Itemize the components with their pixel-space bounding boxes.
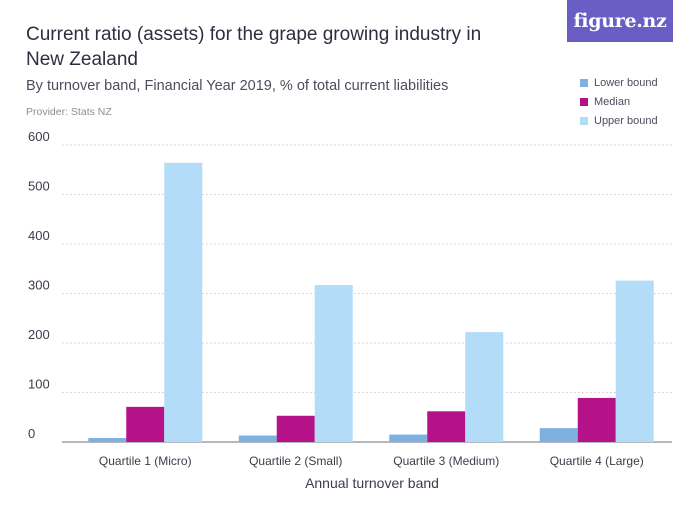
y-tick-label-500: 500 [28,179,50,194]
legend-swatch-upper-bound [580,116,588,125]
legend: Lower bound Median Upper bound [580,73,658,130]
bar-lower-bound-q4 [539,428,578,442]
bar-median-q3 [427,411,466,442]
x-tick-label-q3: Quartile 3 (Medium) [393,454,499,468]
bar-upper-bound-q4 [615,280,654,442]
y-tick-label-300: 300 [28,278,50,293]
legend-item-median: Median [580,92,658,111]
bar-lower-bound-q2 [238,435,277,442]
y-tick-label-100: 100 [28,377,50,392]
bar-median-q1 [126,406,165,442]
bar-upper-bound-q2 [314,285,353,442]
figure-nz-logo[interactable]: figure.nz [567,0,673,42]
legend-swatch-median [580,97,588,106]
legend-label-median: Median [594,95,631,108]
legend-item-upper-bound: Upper bound [580,111,658,130]
bar-median-q2 [276,415,315,442]
bar-lower-bound-q3 [389,434,428,442]
y-tick-label-200: 200 [28,327,50,342]
bar-lower-bound-q1 [88,438,127,442]
chart-title: Current ratio (assets) for the grape gro… [26,24,482,70]
chart-subtitle: By turnover band, Financial Year 2019, %… [26,78,449,94]
x-tick-label-q4: Quartile 4 (Large) [550,454,644,468]
logo-text: figure.nz [573,10,667,32]
bar-upper-bound-q1 [164,162,203,442]
provider-note: Provider: Stats NZ [26,106,112,118]
bar-median-q4 [577,397,616,442]
y-tick-label-0: 0 [28,426,35,441]
bar-upper-bound-q3 [465,332,504,442]
legend-item-lower-bound: Lower bound [580,73,658,92]
x-tick-label-q1: Quartile 1 (Micro) [99,454,192,468]
y-tick-label-400: 400 [28,228,50,243]
y-tick-label-600: 600 [28,129,50,144]
legend-label-upper-bound: Upper bound [594,114,658,127]
legend-label-lower-bound: Lower bound [594,76,658,89]
legend-swatch-lower-bound [580,78,588,87]
x-tick-label-q2: Quartile 2 (Small) [249,454,342,468]
x-axis-title: Annual turnover band [305,475,439,491]
